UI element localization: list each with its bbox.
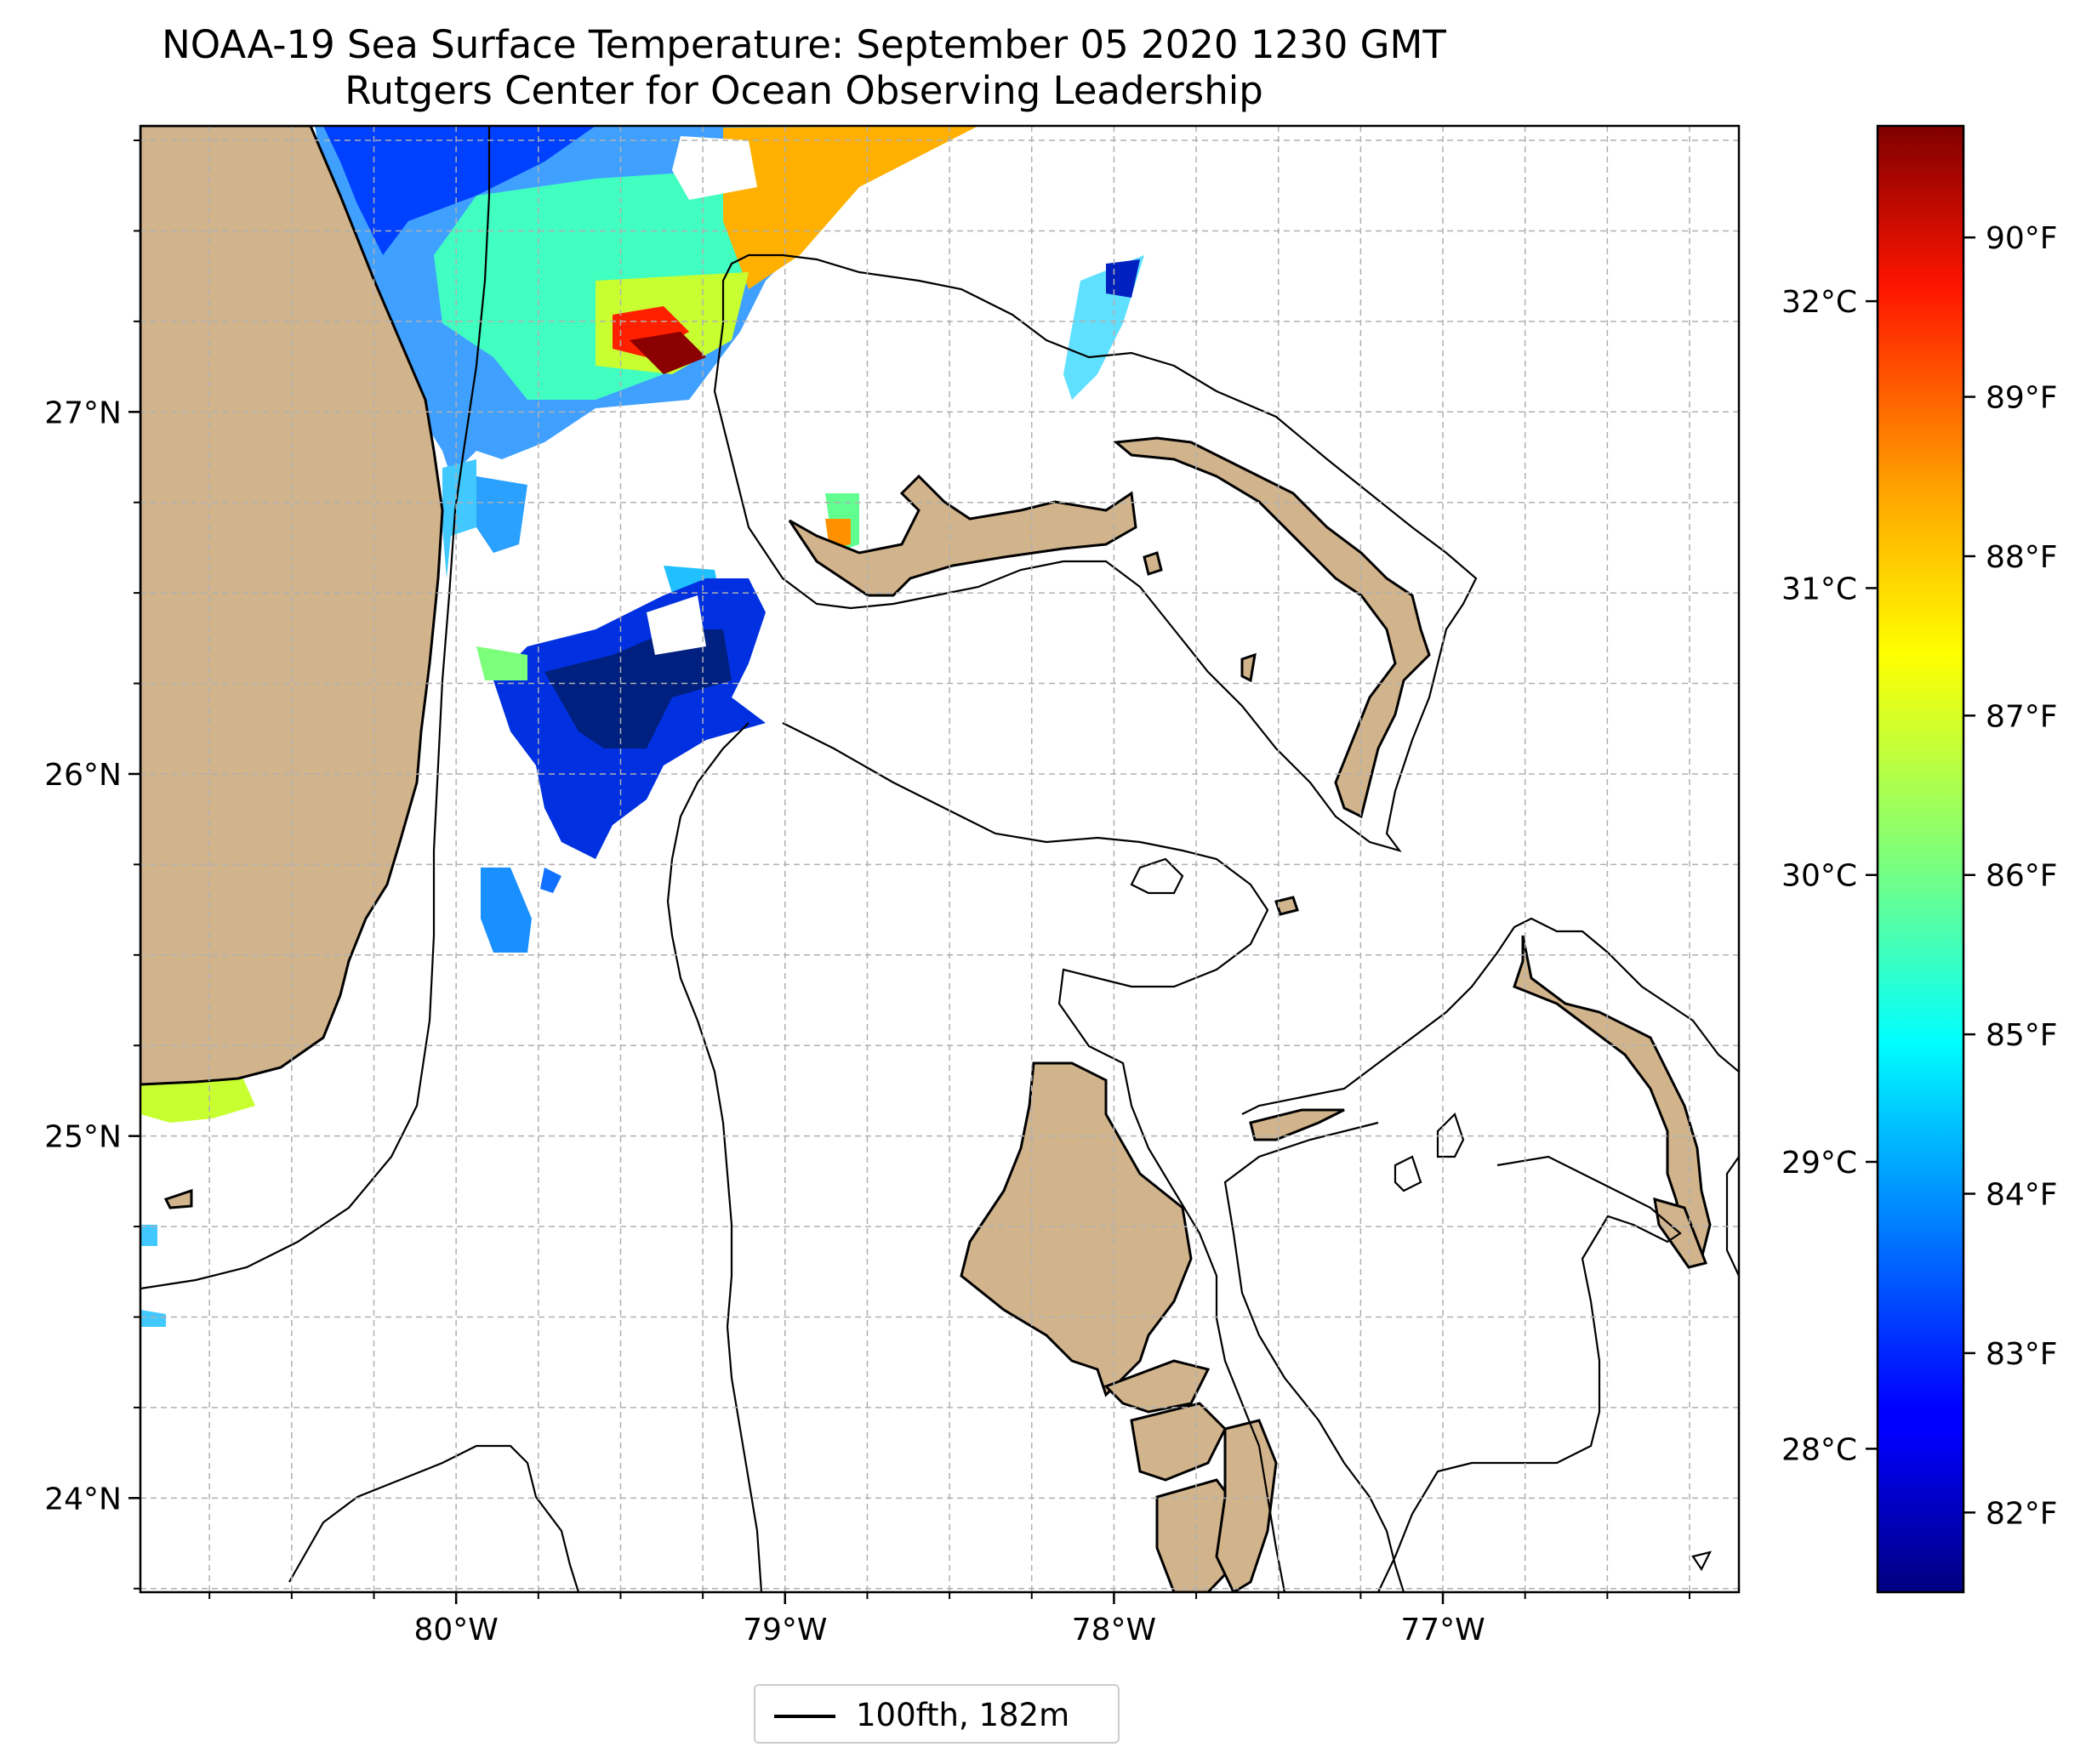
cay-b [1143, 551, 1163, 576]
colorbar-label-c: 28°C [1781, 1432, 1857, 1467]
abaco [1113, 436, 1431, 819]
lat-tick-label: 24°N [44, 1482, 122, 1516]
lat-tick-label: 26°N [44, 758, 122, 793]
colorbar-frame [1876, 124, 1965, 1594]
longitude-axis: 80°W 79°W 78°W 77°W [208, 1592, 1691, 1647]
colorbar-label-c: 30°C [1781, 859, 1857, 894]
grand-bahama [788, 474, 1137, 597]
lat-tick-label: 25°N [44, 1120, 122, 1155]
lon-tick-label: 77°W [1400, 1613, 1485, 1647]
legend-isobath-line [774, 1715, 835, 1718]
colorbar-label-f: 84°F [1986, 1178, 2058, 1213]
colorbar-label-f: 89°F [1986, 381, 2058, 416]
landmass [140, 126, 1712, 1592]
lon-tick-label: 80°W [413, 1613, 498, 1647]
colorbar-label-f: 82°F [1986, 1496, 2058, 1531]
chart-title: NOAA-19 Sea Surface Temperature: Septemb… [162, 22, 1446, 67]
map-frame [139, 124, 1741, 1594]
florida-land [140, 126, 444, 1086]
colorbar-label-c: 29°C [1781, 1146, 1857, 1181]
lon-tick-label: 79°W [743, 1613, 827, 1647]
gridlines [140, 126, 1739, 1592]
colorbar-label-f: 90°F [1986, 221, 2058, 256]
keys-island [163, 1188, 193, 1209]
chart-subtitle: Rutgers Center for Ocean Observing Leade… [345, 68, 1263, 113]
colorbar-label-f: 87°F [1986, 699, 2058, 734]
colorbar-fahrenheit-axis: 82°F 83°F 84°F 85°F 86°F 87°F 88°F 89°F 90°F [1963, 221, 2058, 1531]
cay-c [1274, 896, 1299, 916]
colorbar-label-f: 86°F [1986, 859, 2058, 894]
andros-south-a [1103, 1359, 1211, 1414]
lat-tick-label: 27°N [44, 395, 122, 430]
colorbar-label-c: 32°C [1781, 285, 1857, 320]
colorbar-celsius-axis: 28°C 29°C 30°C 31°C 32°C [1781, 285, 1878, 1467]
legend: 100fth, 182m [754, 1684, 1120, 1744]
latitude-axis: 27°N 26°N 25°N 24°N [44, 139, 140, 1590]
isobath-100fth [140, 126, 1739, 1592]
colorbar-label-f: 88°F [1986, 540, 2058, 575]
berry-islands [1249, 1108, 1345, 1141]
andros-south-b [1130, 1402, 1227, 1482]
colorbar [1878, 126, 1963, 1592]
legend-label: 100fth, 182m [856, 1697, 1070, 1733]
colorbar-label-c: 31°C [1781, 572, 1857, 606]
colorbar-label-f: 85°F [1986, 1018, 2058, 1053]
colorbar-label-f: 83°F [1986, 1337, 2058, 1372]
cay-a [1240, 652, 1257, 683]
lon-tick-label: 78°W [1072, 1613, 1156, 1647]
